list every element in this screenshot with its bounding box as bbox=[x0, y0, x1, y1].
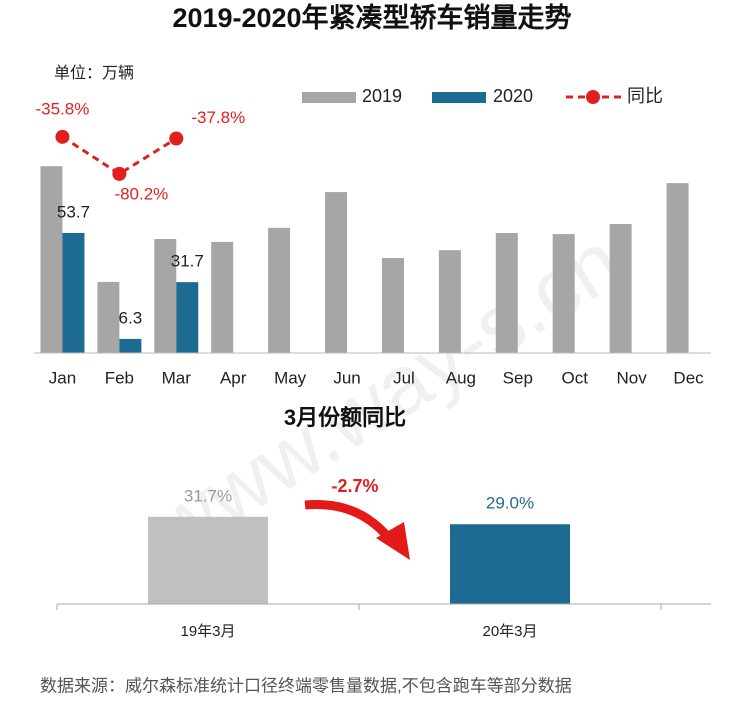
x-tick-label: 19年3月 bbox=[180, 623, 235, 640]
x-tick-label: Dec bbox=[673, 368, 704, 387]
annotation: -2.7% bbox=[331, 476, 378, 496]
data-label: 31.7% bbox=[184, 486, 232, 505]
legend-swatch bbox=[302, 92, 356, 103]
x-tick-label: Jun bbox=[333, 368, 360, 387]
legend-label: 同比 bbox=[627, 86, 663, 106]
bar bbox=[154, 239, 177, 353]
bar bbox=[609, 224, 632, 353]
data-label: 53.7 bbox=[57, 202, 90, 221]
bar bbox=[211, 241, 234, 353]
source-note: 数据来源：威尔森标准统计口径终端零售量数据,不包含跑车等部分数据 bbox=[40, 676, 572, 695]
x-tick-label: Sep bbox=[503, 368, 533, 387]
legend-swatch bbox=[432, 92, 486, 103]
data-label: -80.2% bbox=[114, 184, 168, 203]
data-label: -35.8% bbox=[36, 99, 90, 118]
chart-title: 2019-2020年紧凑型轿车销量走势 bbox=[172, 2, 571, 33]
legend-label: 2020 bbox=[493, 86, 533, 106]
data-label: -37.8% bbox=[191, 108, 245, 127]
x-tick-label: Oct bbox=[561, 368, 588, 387]
yoy-point bbox=[55, 129, 70, 144]
x-tick-label: Nov bbox=[617, 368, 648, 387]
x-tick-label: Jul bbox=[393, 368, 415, 387]
x-tick-label: May bbox=[274, 368, 307, 387]
bar bbox=[119, 338, 142, 353]
bar bbox=[40, 166, 63, 353]
x-tick-label: Mar bbox=[162, 368, 192, 387]
legend-label: 2019 bbox=[362, 86, 402, 106]
bar bbox=[438, 250, 461, 353]
bar bbox=[325, 192, 348, 353]
yoy-line bbox=[61, 135, 178, 176]
bar bbox=[552, 234, 575, 353]
chart-title: 3月份额同比 bbox=[284, 405, 406, 430]
arrow-head bbox=[376, 522, 410, 560]
data-label: 6.3 bbox=[119, 308, 143, 327]
bar bbox=[450, 524, 570, 604]
x-tick-label: Feb bbox=[105, 368, 134, 387]
unit-label: 单位：万辆 bbox=[54, 64, 134, 82]
bar bbox=[176, 282, 199, 353]
data-label: 29.0% bbox=[486, 494, 534, 513]
bar bbox=[62, 232, 85, 353]
x-tick-label: 20年3月 bbox=[482, 623, 537, 640]
x-tick-label: Aug bbox=[446, 368, 476, 387]
bar bbox=[381, 258, 404, 353]
bar bbox=[666, 183, 689, 353]
bar bbox=[148, 516, 268, 604]
bar bbox=[495, 232, 518, 353]
bar bbox=[268, 227, 291, 353]
x-tick-label: Apr bbox=[220, 368, 247, 387]
data-label: 31.7 bbox=[171, 252, 204, 271]
yoy-point bbox=[169, 131, 184, 146]
legend-swatch bbox=[586, 90, 600, 104]
yoy-point bbox=[112, 166, 127, 181]
bar bbox=[97, 281, 120, 353]
x-tick-label: Jan bbox=[49, 368, 76, 387]
